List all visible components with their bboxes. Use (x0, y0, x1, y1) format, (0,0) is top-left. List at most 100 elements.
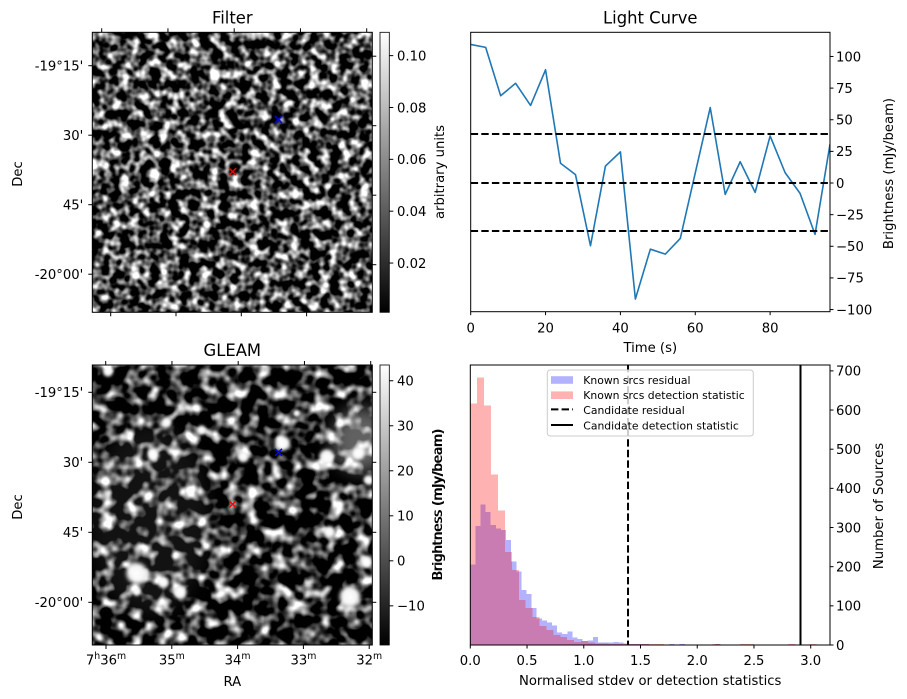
bright-source (362, 474, 373, 486)
colorbar-tick-label: 0.02 (397, 257, 426, 272)
colorbar-tick-label: 30 (397, 420, 414, 435)
y-tick-label: 500 (836, 443, 861, 458)
red-x-marker-icon (228, 500, 237, 509)
bright-source (292, 408, 302, 418)
y-tick-label: 100 (836, 50, 861, 65)
ra-tick-label-unit: m (176, 651, 185, 662)
histogram-panel: 0.0 0.5 1.0 1.5 2.0 2.5 3.0 0 100 200 300 400 500 600… (431, 364, 887, 689)
x-tick-label: 0.5 (517, 654, 538, 669)
detection-statistic-bar (574, 641, 582, 645)
light-curve-plot-area (470, 43, 830, 300)
y-tick-label: 50 (836, 114, 853, 129)
bright-source (156, 575, 171, 590)
residual-bar (618, 642, 624, 645)
detection-statistic-bar (484, 405, 492, 645)
residual-bar (597, 642, 604, 645)
gleam-xlabel: RA (223, 675, 241, 690)
light-curve-frame (470, 31, 831, 313)
ra-tick-label: 33m (290, 651, 316, 669)
detection-statistic-histogram (470, 377, 817, 645)
histogram-axis-ticks: 0.0 0.5 1.0 1.5 2.0 2.5 3.0 0 100 200 300 400 500 600… (460, 365, 861, 669)
gleam-axis-ticks: -19°15'30'45'-20°00'7h36m 35m 34m 33m 32m (35, 361, 382, 669)
light-curve-axis-ticks: 0 20 40 60 80 −100 −75 −50 −25 0 25 50 75 100 (467, 50, 873, 336)
ra-tick-label-value: 36 (100, 654, 117, 669)
residual-bar (470, 564, 476, 645)
gleam-frame (91, 364, 373, 646)
residual-bar (536, 618, 542, 645)
detection-statistic-bar (525, 608, 533, 645)
bright-source (359, 554, 373, 569)
residual-bar (521, 589, 527, 645)
ra-tick-label: 7h36m (86, 651, 126, 669)
ra-tick-label-value: 35 (159, 654, 176, 669)
residual-bar (592, 637, 598, 645)
x-tick-label: 0.0 (460, 654, 481, 669)
colorbar-tick-label: 40 (397, 375, 414, 390)
gleam-markers (228, 448, 283, 509)
y-tick-label: 75 (836, 82, 853, 97)
ra-tick-label-unit: m (241, 651, 250, 662)
y-tick-label: −75 (836, 272, 864, 287)
legend-label: Known srcs detection statistic (583, 389, 744, 402)
bright-source (195, 424, 208, 436)
detection-statistic-bar (560, 636, 568, 645)
ra-tick-label-unit: m (373, 651, 382, 662)
detection-statistic-bar (518, 599, 526, 645)
colorbar-tick-label: 0.06 (397, 153, 426, 168)
dec-tick-label: -19°15' (35, 60, 84, 75)
detection-statistic-bar (539, 626, 547, 645)
residual-bar (562, 634, 568, 645)
residual-bar (603, 642, 609, 645)
x-tick-label: 1.5 (630, 654, 651, 669)
residual-bar (511, 561, 517, 645)
red-x-marker-icon (228, 167, 237, 176)
gleam-image (92, 365, 373, 645)
light-curve-xlabel: Time (s) (622, 341, 677, 356)
detection-statistic-bar (546, 630, 554, 645)
residual-bar (623, 643, 629, 645)
bright-source (171, 584, 189, 601)
x-tick-label: 2.0 (687, 654, 708, 669)
residual-bar (475, 525, 481, 645)
detection-statistic-bar (650, 643, 658, 645)
dec-tick-label: -20°00' (35, 268, 84, 283)
legend-residual-patch (551, 376, 573, 384)
light-curve-series (470, 43, 830, 300)
x-tick-label: 1.0 (573, 654, 594, 669)
x-tick-label: 2.5 (743, 654, 764, 669)
x-tick-label: 0 (467, 321, 475, 336)
detection-statistic-bar (608, 643, 616, 645)
gleam-colorbar-ticks: −10 0 10 20 30 40 (389, 375, 425, 615)
detection-statistic-bar (553, 634, 561, 645)
diffuse-emission (92, 425, 210, 615)
ra-tick-label-unit: h (94, 651, 100, 662)
y-tick-label: 0 (836, 177, 844, 192)
y-tick-label: 700 (836, 365, 861, 380)
blue-x-marker-icon (274, 448, 283, 457)
residual-bar (551, 625, 558, 645)
filter-markers (228, 115, 283, 176)
detection-statistic-bar (504, 551, 512, 645)
ra-tick-label-value: 7 (86, 654, 94, 669)
histogram-legend: Known srcs residual Known srcs detection… (546, 369, 754, 437)
ra-tick-label-value: 33 (290, 654, 307, 669)
ra-tick-label-value: 34 (225, 654, 242, 669)
y-tick-label: −25 (836, 208, 864, 223)
x-tick-label: 60 (687, 321, 704, 336)
residual-bar (485, 512, 491, 645)
x-tick-label: 20 (537, 321, 554, 336)
detection-statistic-bar (532, 616, 540, 645)
y-tick-label: −100 (836, 303, 872, 318)
bright-source (101, 365, 115, 378)
colorbar-tick-label: 0.10 (397, 49, 426, 64)
gleam-colorbar-label: Brightness (mJy/beam) (431, 428, 446, 579)
residual-bar (633, 643, 639, 645)
dec-tick-label: -19°15' (35, 386, 84, 401)
histogram-plot-area (470, 365, 817, 645)
bright-source (317, 447, 336, 466)
bright-source (123, 560, 150, 586)
filter-title: Filter (212, 9, 253, 28)
residual-bar (541, 620, 547, 645)
